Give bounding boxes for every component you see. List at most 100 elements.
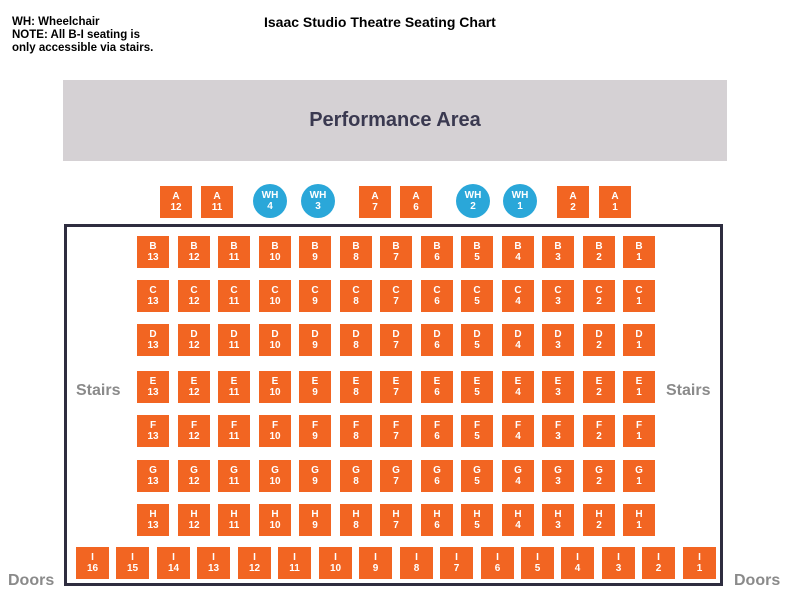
seat-b-11[interactable]: B 11 [218,236,250,268]
seat-e-10[interactable]: E 10 [259,371,291,403]
wheelchair-spot-4[interactable]: WH 4 [253,184,287,218]
seat-h-13[interactable]: H 13 [137,504,169,536]
seat-f-12[interactable]: F 12 [178,415,210,447]
seat-d-11[interactable]: D 11 [218,324,250,356]
seat-e-12[interactable]: E 12 [178,371,210,403]
seat-i-13[interactable]: I 13 [197,547,230,579]
seat-i-15[interactable]: I 15 [116,547,149,579]
seat-b-13[interactable]: B 13 [137,236,169,268]
seat-i-12[interactable]: I 12 [238,547,271,579]
seat-f-10[interactable]: F 10 [259,415,291,447]
seat-g-13[interactable]: G 13 [137,460,169,492]
seat-e-11[interactable]: E 11 [218,371,250,403]
seat-g-10[interactable]: G 10 [259,460,291,492]
wheelchair-spot-1[interactable]: WH 1 [503,184,537,218]
wheelchair-spot-3[interactable]: WH 3 [301,184,335,218]
seat-i-14[interactable]: I 14 [157,547,190,579]
seat-d-10[interactable]: D 10 [259,324,291,356]
seat-f-13[interactable]: F 13 [137,415,169,447]
seat-i-16[interactable]: I 16 [76,547,109,579]
seat-e-13[interactable]: E 13 [137,371,169,403]
seat-c-13[interactable]: C 13 [137,280,169,312]
wheelchair-spot-2[interactable]: WH 2 [456,184,490,218]
seat-a-12[interactable]: A 12 [160,186,192,218]
seat-h-10[interactable]: H 10 [259,504,291,536]
seat-b-10[interactable]: B 10 [259,236,291,268]
seat-g-11[interactable]: G 11 [218,460,250,492]
seat-d-13[interactable]: D 13 [137,324,169,356]
seat-h-12[interactable]: H 12 [178,504,210,536]
seat-a-11[interactable]: A 11 [201,186,233,218]
seat-i-10[interactable]: I 10 [319,547,352,579]
